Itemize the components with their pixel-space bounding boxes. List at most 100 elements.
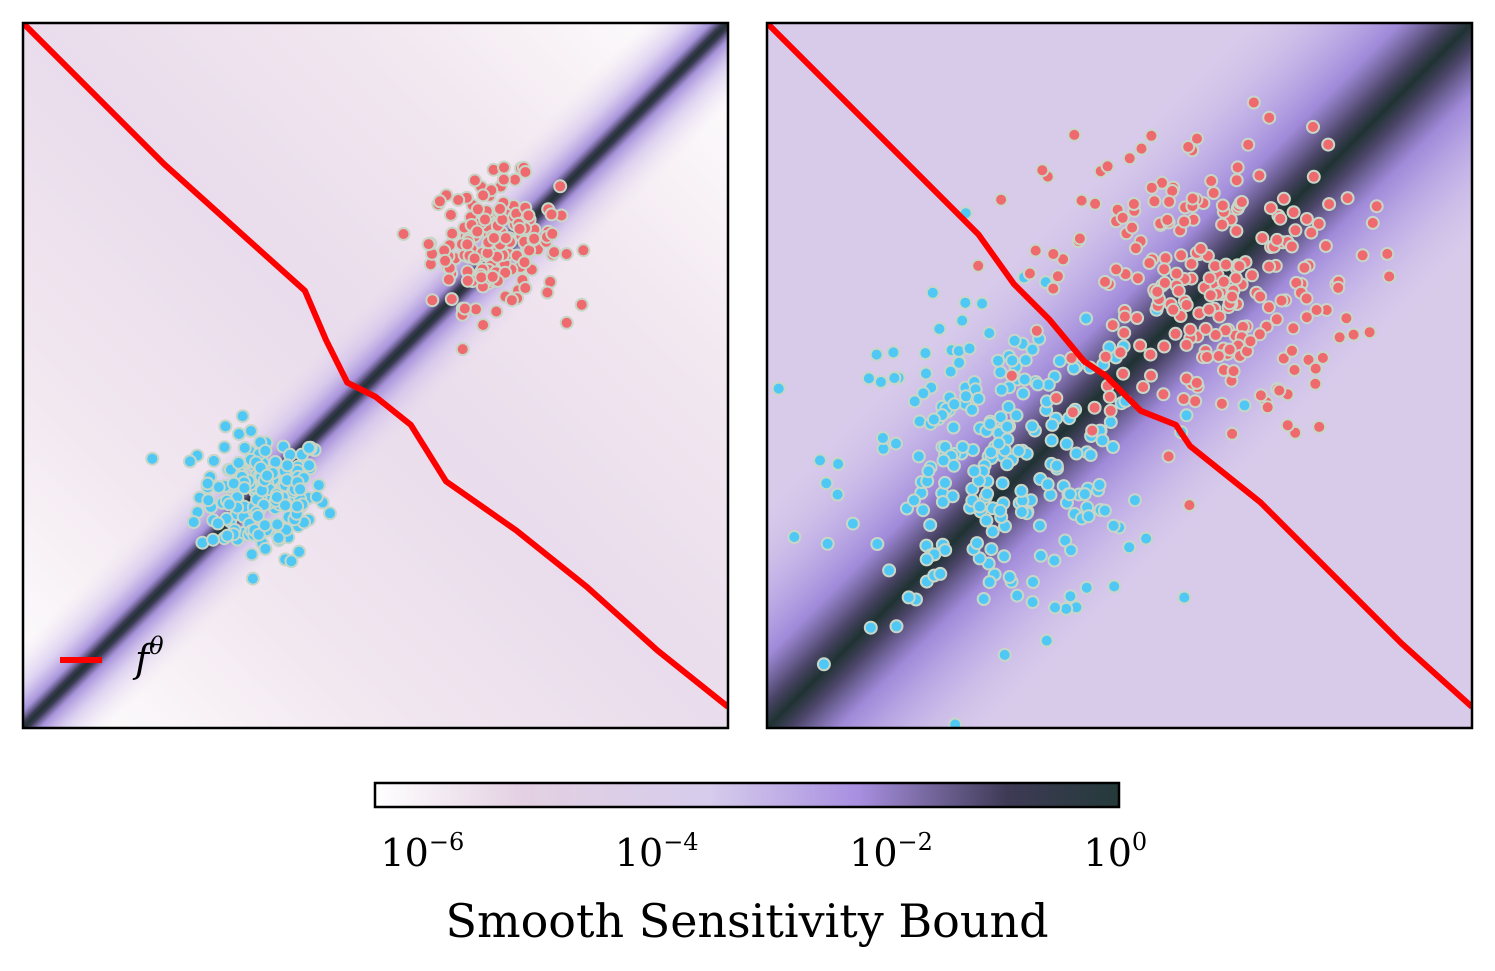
scatter-point-class-red (1355, 248, 1370, 263)
scatter-point-class-red (1304, 225, 1319, 240)
scatter-point-class-red (1208, 328, 1223, 342)
scatter-point-class-red (1160, 212, 1175, 227)
scatter-point-class-red (1144, 368, 1158, 383)
scatter-point-class-red (1130, 311, 1145, 325)
scatter-point-class-blue (1177, 590, 1192, 605)
scatter-point-class-red (443, 207, 458, 222)
scatter-point-class-red (1288, 223, 1303, 238)
scatter-point-class-red (1085, 423, 1100, 438)
scatter-point-class-red (421, 237, 436, 252)
scatter-point-class-blue (268, 455, 283, 469)
scatter-point-class-red (1166, 302, 1181, 317)
scatter-point-class-blue (971, 391, 986, 406)
scatter-point-class-blue (889, 436, 903, 451)
scatter-point-class-blue (919, 552, 934, 567)
left-panel (23, 23, 728, 728)
scatter-point-class-red (1072, 231, 1087, 246)
scatter-point-class-blue (933, 566, 948, 581)
scatter-point-class-blue (250, 509, 265, 523)
scatter-point-class-blue (269, 490, 284, 505)
scatter-point-class-red (1100, 159, 1115, 174)
scatter-point-class-red (1200, 350, 1214, 364)
scatter-point-class-blue (206, 453, 221, 468)
scatter-point-class-red (1246, 95, 1261, 110)
scatter-point-class-blue (1139, 531, 1154, 546)
scatter-point-class-blue (302, 440, 316, 455)
scatter-point-class-blue (918, 346, 933, 361)
scatter-point-class-blue (955, 313, 970, 328)
colorbar-tick-label: 10−2 (849, 828, 933, 875)
scatter-point-class-red (1340, 191, 1355, 206)
scatter-point-class-blue (972, 551, 987, 566)
scatter-point-class-red (1261, 300, 1276, 315)
scatter-point-class-blue (1032, 518, 1047, 533)
scatter-point-class-red (1369, 199, 1384, 214)
scatter-point-class-blue (257, 518, 272, 533)
scatter-point-class-red (476, 188, 491, 203)
scatter-point-class-blue (916, 386, 931, 401)
scatter-point-class-red (1116, 366, 1131, 381)
scatter-point-class-red (1174, 248, 1189, 263)
scatter-point-class-blue (967, 464, 982, 479)
scatter-point-class-red (1134, 141, 1149, 156)
scatter-point-class-blue (1048, 600, 1062, 615)
scatter-point-class-red (1308, 361, 1323, 376)
scatter-point-class-blue (982, 575, 997, 590)
scatter-point-class-red (1229, 224, 1244, 238)
scatter-point-class-blue (293, 482, 308, 497)
scatter-point-class-red (1252, 327, 1267, 342)
scatter-point-class-red (1162, 194, 1177, 209)
scatter-point-class-red (1117, 309, 1132, 324)
scatter-point-class-red (460, 273, 475, 288)
scatter-point-class-blue (1049, 458, 1064, 473)
scatter-point-class-red (1198, 321, 1213, 336)
scatter-point-class-blue (911, 449, 926, 464)
scatter-point-class-red (1133, 338, 1148, 353)
scatter-point-class-blue (935, 495, 950, 509)
scatter-point-class-blue (965, 402, 980, 417)
scatter-point-class-red (1144, 180, 1159, 195)
scatter-point-class-red (1046, 281, 1061, 296)
scatter-point-class-blue (901, 590, 916, 605)
scatter-point-class-red (1299, 212, 1314, 226)
scatter-point-class-red (1157, 275, 1172, 290)
scatter-point-class-red (540, 285, 555, 300)
scatter-point-class-red (1169, 266, 1184, 281)
scatter-point-class-red (1253, 289, 1268, 304)
scatter-point-class-red (485, 269, 500, 284)
scatter-point-class-blue (258, 541, 273, 556)
scatter-point-class-blue (972, 499, 987, 514)
scatter-point-class-red (1212, 309, 1227, 324)
scatter-point-class-red (467, 251, 482, 266)
scatter-point-class-blue (819, 476, 834, 491)
scatter-point-class-blue (323, 506, 337, 521)
scatter-point-class-blue (1063, 487, 1077, 502)
scatter-point-class-red (574, 297, 589, 312)
scatter-point-class-red (1243, 334, 1258, 349)
scatter-point-class-blue (873, 375, 888, 389)
scatter-point-class-red (1190, 131, 1204, 146)
scatter-point-class-red (1115, 210, 1130, 225)
scatter-point-class-blue (946, 458, 961, 473)
scatter-point-class-blue (869, 347, 884, 362)
scatter-point-class-blue (959, 389, 973, 404)
scatter-point-class-red (1125, 220, 1140, 235)
scatter-point-class-blue (962, 341, 977, 356)
scatter-point-class-red (1171, 283, 1186, 298)
scatter-point-class-red (547, 245, 562, 260)
scatter-point-class-blue (1017, 372, 1032, 387)
scatter-point-class-red (1315, 350, 1330, 365)
scatter-point-class-blue (946, 420, 961, 435)
scatter-point-class-red (1206, 186, 1221, 200)
scatter-point-class-red (1232, 259, 1247, 274)
scatter-point-class-blue (1011, 443, 1026, 458)
scatter-point-class-blue (237, 440, 252, 455)
scatter-point-class-red (444, 292, 459, 307)
scatter-point-class-blue (923, 518, 938, 532)
scatter-point-class-blue (183, 454, 197, 469)
scatter-point-class-red (1215, 198, 1230, 213)
scatter-point-class-red (1202, 271, 1217, 286)
scatter-point-class-blue (921, 464, 936, 479)
scatter-point-class-red (544, 207, 559, 222)
